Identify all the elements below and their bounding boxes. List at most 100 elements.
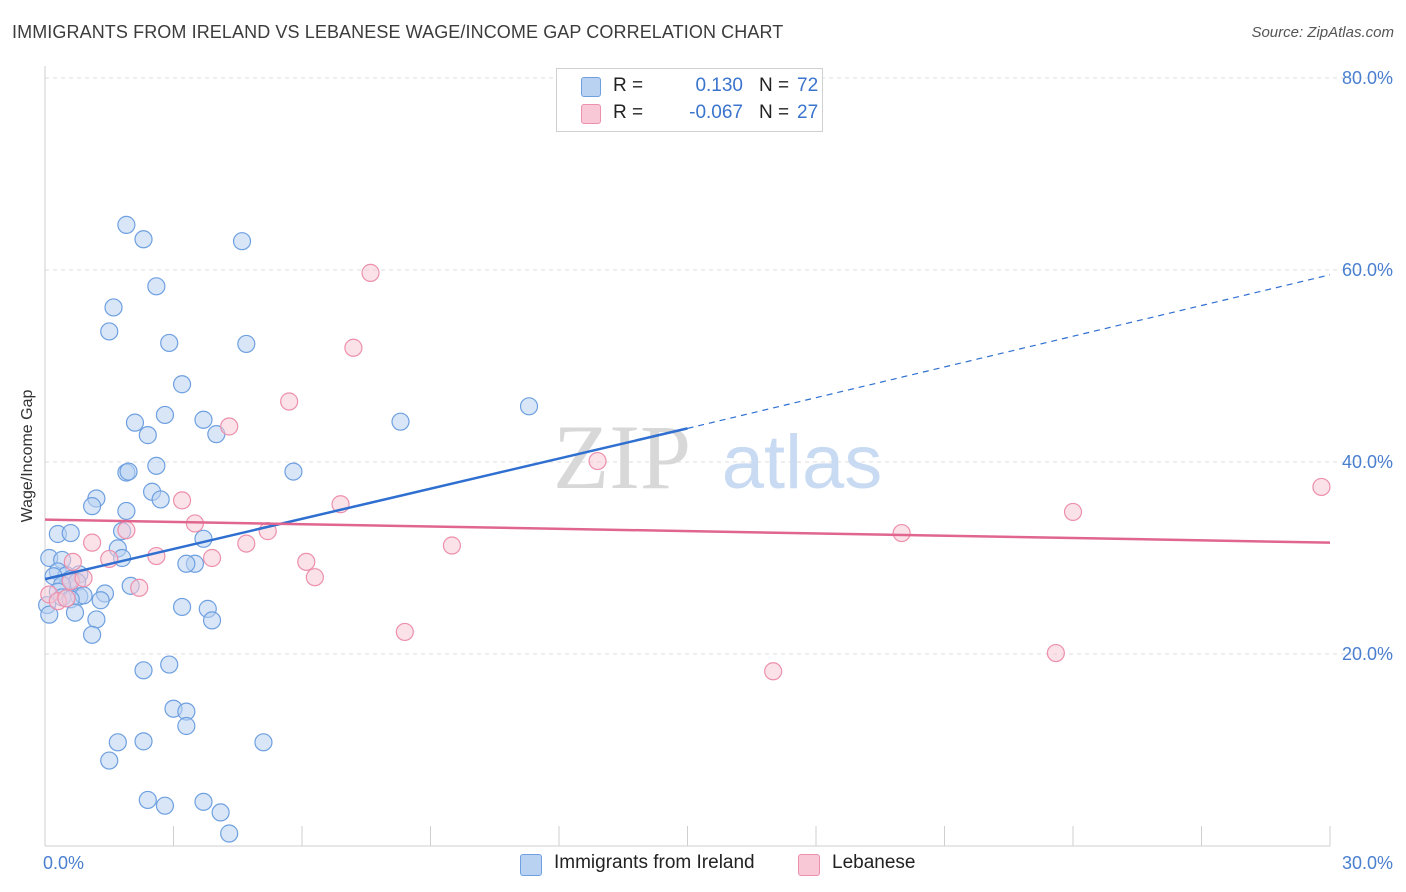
lebanese-point <box>237 534 256 553</box>
ireland-point <box>83 625 102 644</box>
ireland-legend-swatch <box>520 854 542 876</box>
ireland-point <box>61 523 80 543</box>
r-value: -0.067 <box>689 102 743 123</box>
n-value: 72 <box>797 75 819 96</box>
x-tick-label: 30.0% <box>1342 853 1393 873</box>
ireland-point <box>194 529 213 548</box>
lebanese-point <box>588 451 607 471</box>
tick-labels: 20.0% 40.0% 60.0% 80.0% 0.0% 30.0% <box>43 68 1393 873</box>
axes <box>44 66 1331 847</box>
ireland-point <box>125 413 145 432</box>
ireland-legend-label: Immigrants from Ireland <box>554 852 755 873</box>
lebanese-point <box>1046 643 1065 663</box>
ireland-point <box>177 554 196 573</box>
lebanese-point <box>202 548 222 568</box>
ireland-point <box>138 426 157 445</box>
stats-legend: R = 0.130 N = 72 R = -0.067 N = 27 <box>556 68 823 132</box>
chart-source: Source: ZipAtlas.com <box>1251 24 1394 41</box>
ireland-point <box>117 501 136 521</box>
lebanese-point <box>63 552 82 571</box>
ireland-point <box>40 605 59 624</box>
ireland-point <box>160 655 179 674</box>
ireland-point <box>65 603 85 622</box>
ireland-point <box>284 462 303 481</box>
ireland-point <box>519 397 539 416</box>
ireland-point <box>138 790 157 810</box>
ireland-point <box>211 803 230 822</box>
watermark-atlas: atlas <box>722 420 883 505</box>
n-label: N = <box>759 75 790 96</box>
lebanese-point <box>220 417 239 436</box>
ireland-point <box>100 751 119 770</box>
ireland-point <box>177 716 196 736</box>
lebanese-point <box>172 491 192 510</box>
ireland-point <box>108 733 127 752</box>
y-tick-label: 80.0% <box>1342 68 1393 88</box>
lebanese-point <box>1312 477 1331 497</box>
lebanese-legend-swatch <box>798 854 820 876</box>
y-tick-label: 40.0% <box>1342 452 1393 472</box>
lebanese-point <box>442 536 462 555</box>
ireland-point <box>391 412 410 431</box>
ireland-point <box>202 611 222 630</box>
lebanese-point <box>297 552 316 571</box>
ireland-point <box>172 597 192 617</box>
ireland-point <box>100 322 119 341</box>
ireland-swatch <box>581 77 601 97</box>
lebanese-point <box>892 523 911 543</box>
n-label: N = <box>759 102 790 123</box>
lebanese-point <box>361 263 380 282</box>
ireland-point <box>194 410 213 429</box>
lebanese-legend-label: Lebanese <box>832 852 916 873</box>
ireland-trend-extension <box>687 274 1331 429</box>
ireland-point <box>119 462 138 481</box>
ireland-point <box>134 661 153 680</box>
ireland-point <box>237 334 256 354</box>
lebanese-point <box>280 392 299 411</box>
data-points <box>38 215 1331 843</box>
n-value: 27 <box>797 102 819 123</box>
y-tick-label: 20.0% <box>1342 644 1393 664</box>
ireland-point <box>155 796 175 815</box>
lebanese-trend-line <box>44 518 1331 544</box>
ireland-point <box>172 375 192 394</box>
grid-lines <box>45 77 1392 655</box>
ireland-point <box>151 490 170 509</box>
watermark: ZIP atlas <box>553 406 882 508</box>
x-tick-label: 0.0% <box>43 853 84 873</box>
ireland-point <box>147 456 166 475</box>
lebanese-point <box>395 622 414 642</box>
ireland-point <box>83 497 102 516</box>
ireland-point <box>87 610 106 629</box>
ireland-point <box>220 824 239 843</box>
lebanese-point <box>1063 502 1083 522</box>
ireland-point <box>155 405 175 425</box>
ireland-point <box>91 591 110 610</box>
ireland-point <box>117 215 136 234</box>
watermark-zip: ZIP <box>553 406 691 508</box>
chart-title: IMMIGRANTS FROM IRELAND VS LEBANESE WAGE… <box>12 22 784 42</box>
lebanese-swatch <box>581 104 601 124</box>
lebanese-point <box>764 662 783 681</box>
lebanese-point <box>83 533 102 552</box>
lebanese-point <box>305 568 324 587</box>
ireland-point <box>232 232 252 251</box>
r-label: R = <box>613 75 644 96</box>
ireland-point <box>134 732 153 751</box>
ireland-point <box>254 733 273 752</box>
ireland-point <box>160 333 179 353</box>
lebanese-point <box>344 338 363 357</box>
r-label: R = <box>613 102 644 123</box>
lebanese-point <box>57 589 76 608</box>
r-value: 0.130 <box>695 75 743 96</box>
lebanese-point <box>117 521 136 540</box>
ireland-point <box>104 298 123 317</box>
ireland-trend-line <box>44 427 688 581</box>
ireland-point <box>194 792 213 811</box>
trend-lines <box>44 274 1331 581</box>
ireland-point <box>147 277 166 296</box>
lebanese-point <box>130 578 149 597</box>
lebanese-point <box>147 546 166 566</box>
y-tick-label: 60.0% <box>1342 260 1393 280</box>
